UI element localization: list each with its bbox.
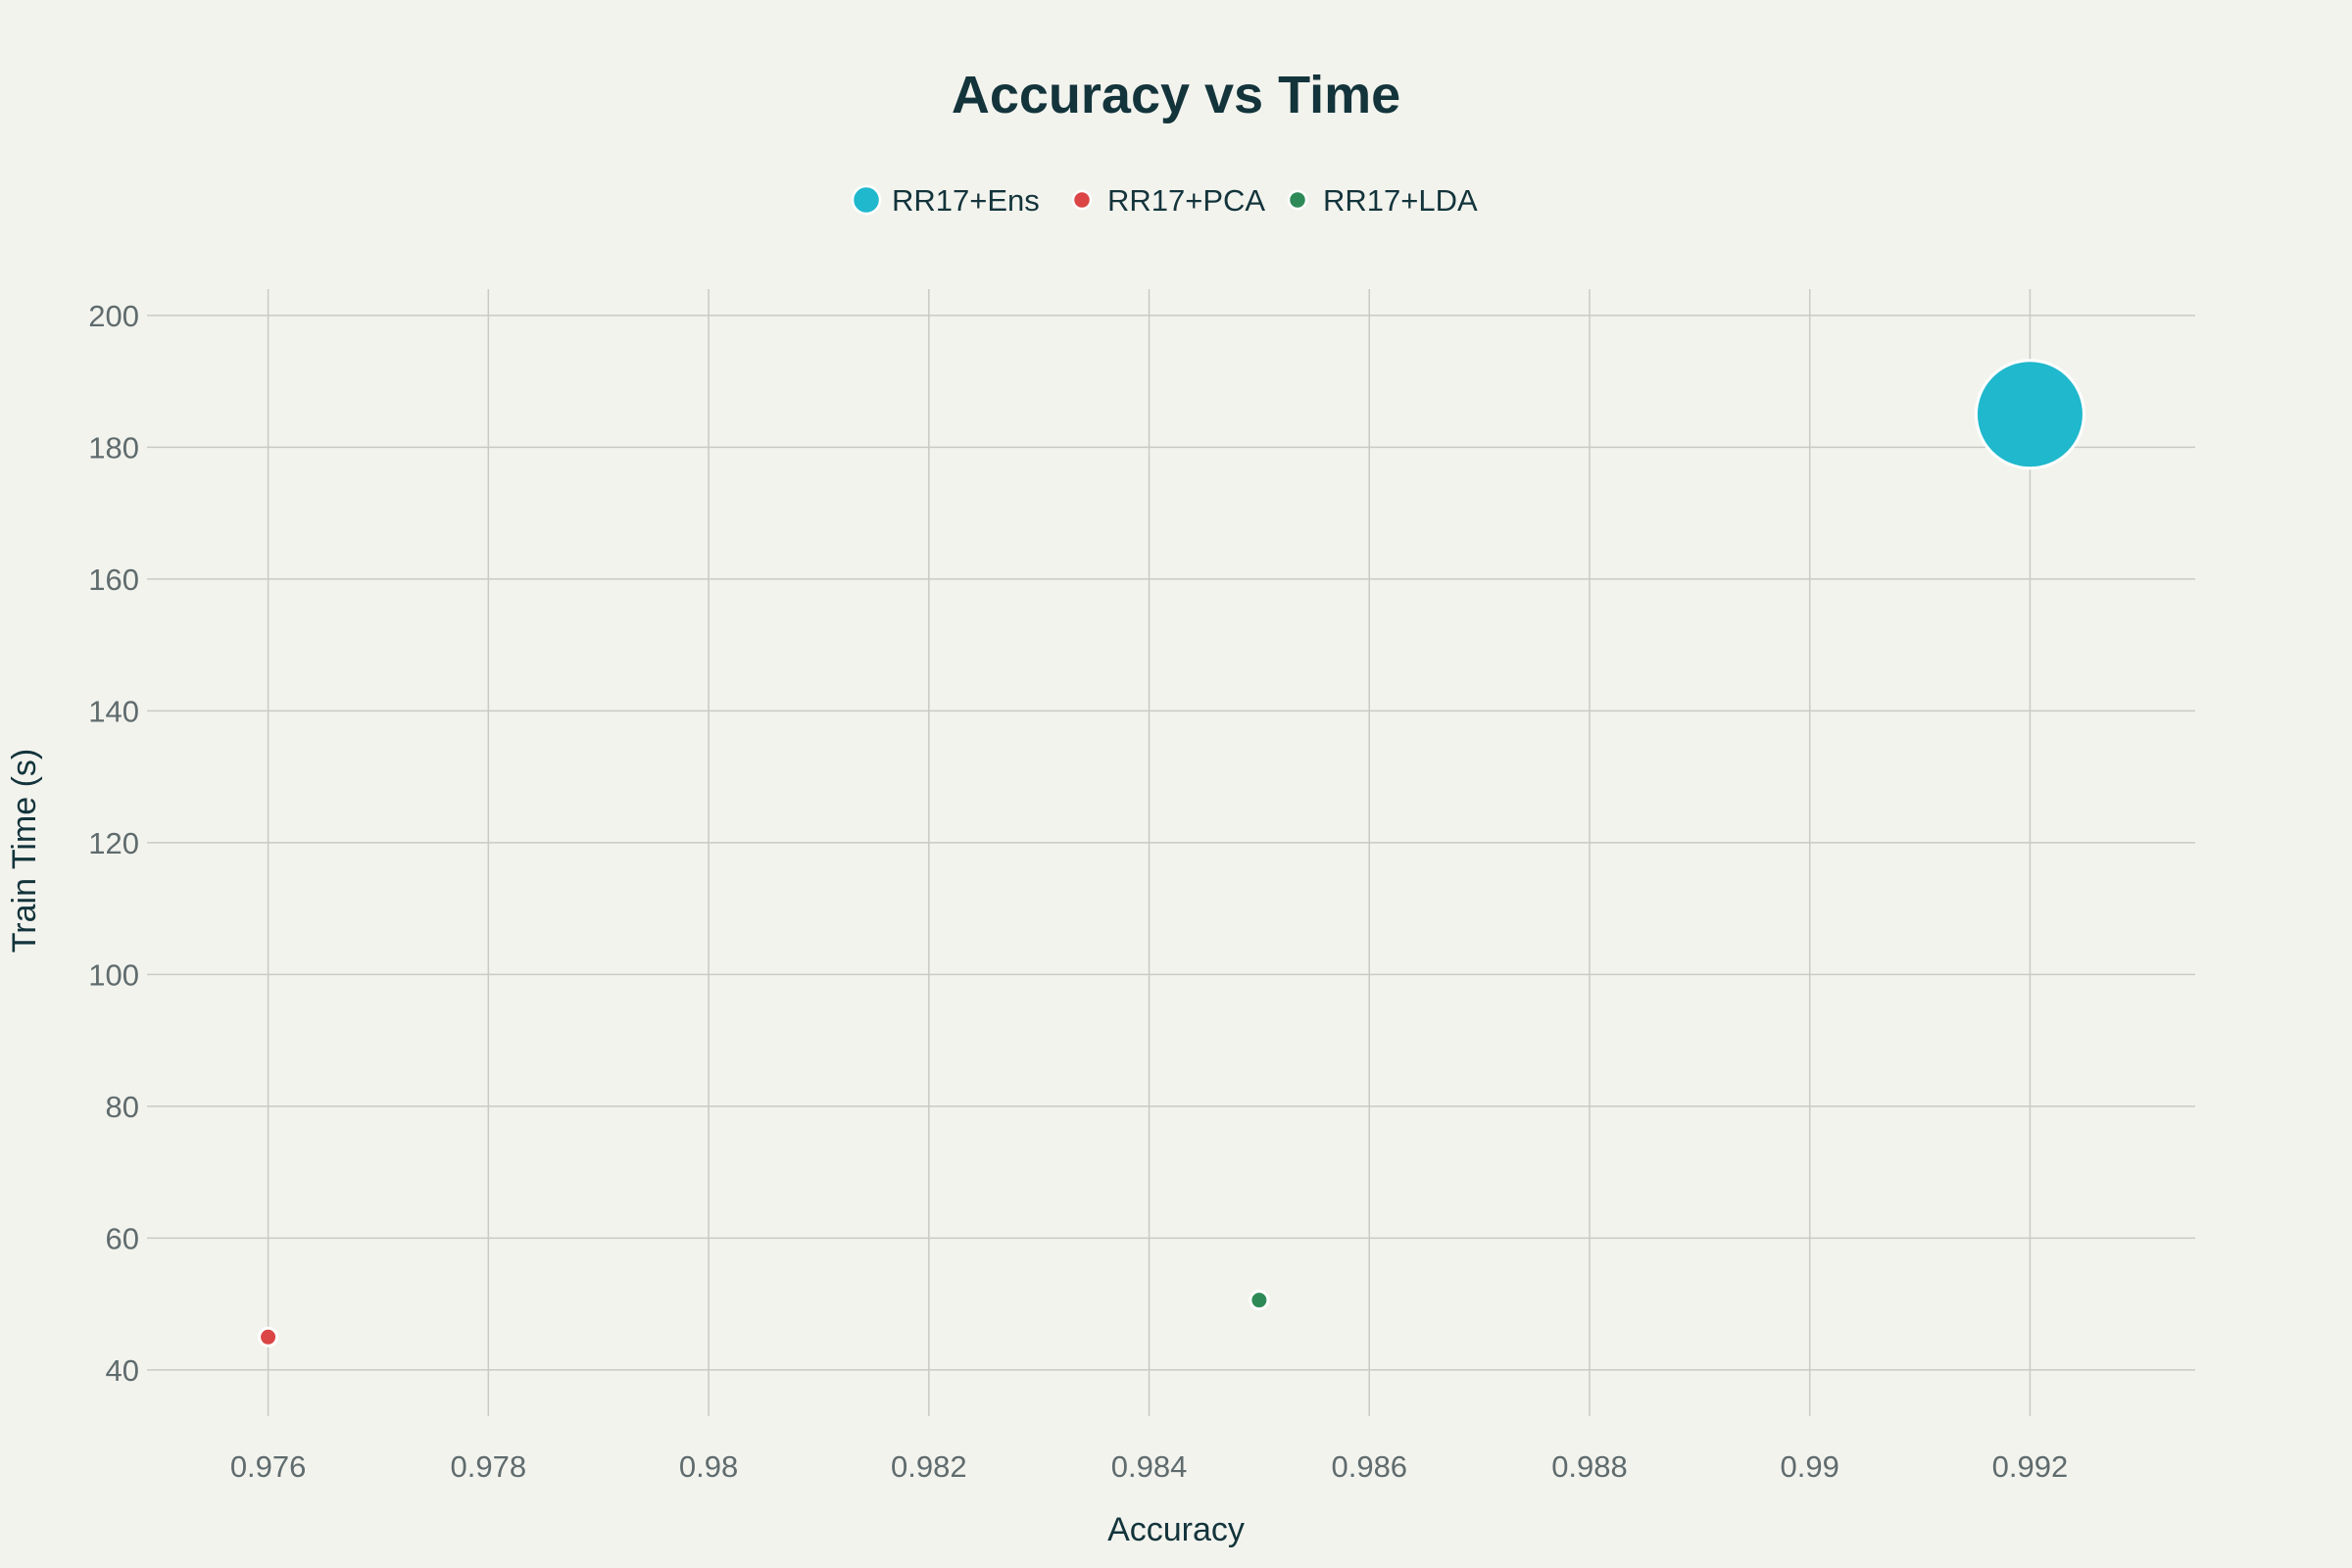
x-tick-label: 0.988 bbox=[1551, 1449, 1628, 1484]
x-axis-label: Accuracy bbox=[1107, 1511, 1245, 1548]
x-tick-label: 0.982 bbox=[891, 1449, 967, 1484]
y-tick-label: 160 bbox=[88, 563, 139, 597]
y-gridlines bbox=[147, 315, 2195, 1371]
legend-item: RR17+PCA bbox=[1071, 183, 1265, 218]
y-tick-label: 40 bbox=[106, 1353, 139, 1388]
chart-title: Accuracy vs Time bbox=[952, 66, 1400, 124]
y-tick-label: 60 bbox=[106, 1221, 139, 1255]
y-axis-label: Train Time (s) bbox=[6, 749, 43, 953]
y-tick-label: 120 bbox=[88, 826, 139, 860]
data-point bbox=[1974, 359, 2085, 470]
legend-label: RR17+PCA bbox=[1107, 183, 1265, 218]
y-tick-label: 80 bbox=[106, 1090, 139, 1124]
x-tick-label: 0.98 bbox=[679, 1449, 738, 1484]
data-point bbox=[258, 1326, 279, 1348]
x-axis-ticks: 0.976 0.978 0.98 0.982 0.984 0.986 0.988 0.99 0.… bbox=[230, 1449, 2068, 1484]
y-tick-label: 200 bbox=[88, 299, 139, 333]
y-axis-ticks: 40 60 80 100 120 140 160 180 200 bbox=[88, 299, 139, 1388]
data-points bbox=[258, 359, 2085, 1348]
x-gridlines bbox=[267, 289, 2032, 1416]
legend-label: RR17+LDA bbox=[1323, 183, 1478, 218]
x-tick-label: 0.984 bbox=[1111, 1449, 1188, 1484]
legend: RR17+Ens RR17+PCA RR17+LDA bbox=[851, 183, 1478, 218]
legend-marker bbox=[851, 184, 882, 216]
x-tick-label: 0.986 bbox=[1331, 1449, 1407, 1484]
x-tick-label: 0.978 bbox=[451, 1449, 527, 1484]
legend-item: RR17+Ens bbox=[851, 183, 1040, 218]
y-tick-label: 100 bbox=[88, 957, 139, 992]
legend-marker bbox=[1287, 189, 1308, 211]
legend-marker bbox=[1071, 189, 1093, 211]
legend-item: RR17+LDA bbox=[1287, 183, 1478, 218]
legend-label: RR17+Ens bbox=[892, 183, 1040, 218]
y-tick-label: 180 bbox=[88, 430, 139, 465]
y-tick-label: 140 bbox=[88, 694, 139, 728]
data-point bbox=[1249, 1290, 1270, 1311]
x-tick-label: 0.99 bbox=[1781, 1449, 1839, 1484]
x-tick-label: 0.976 bbox=[230, 1449, 307, 1484]
x-tick-label: 0.992 bbox=[1992, 1449, 2069, 1484]
